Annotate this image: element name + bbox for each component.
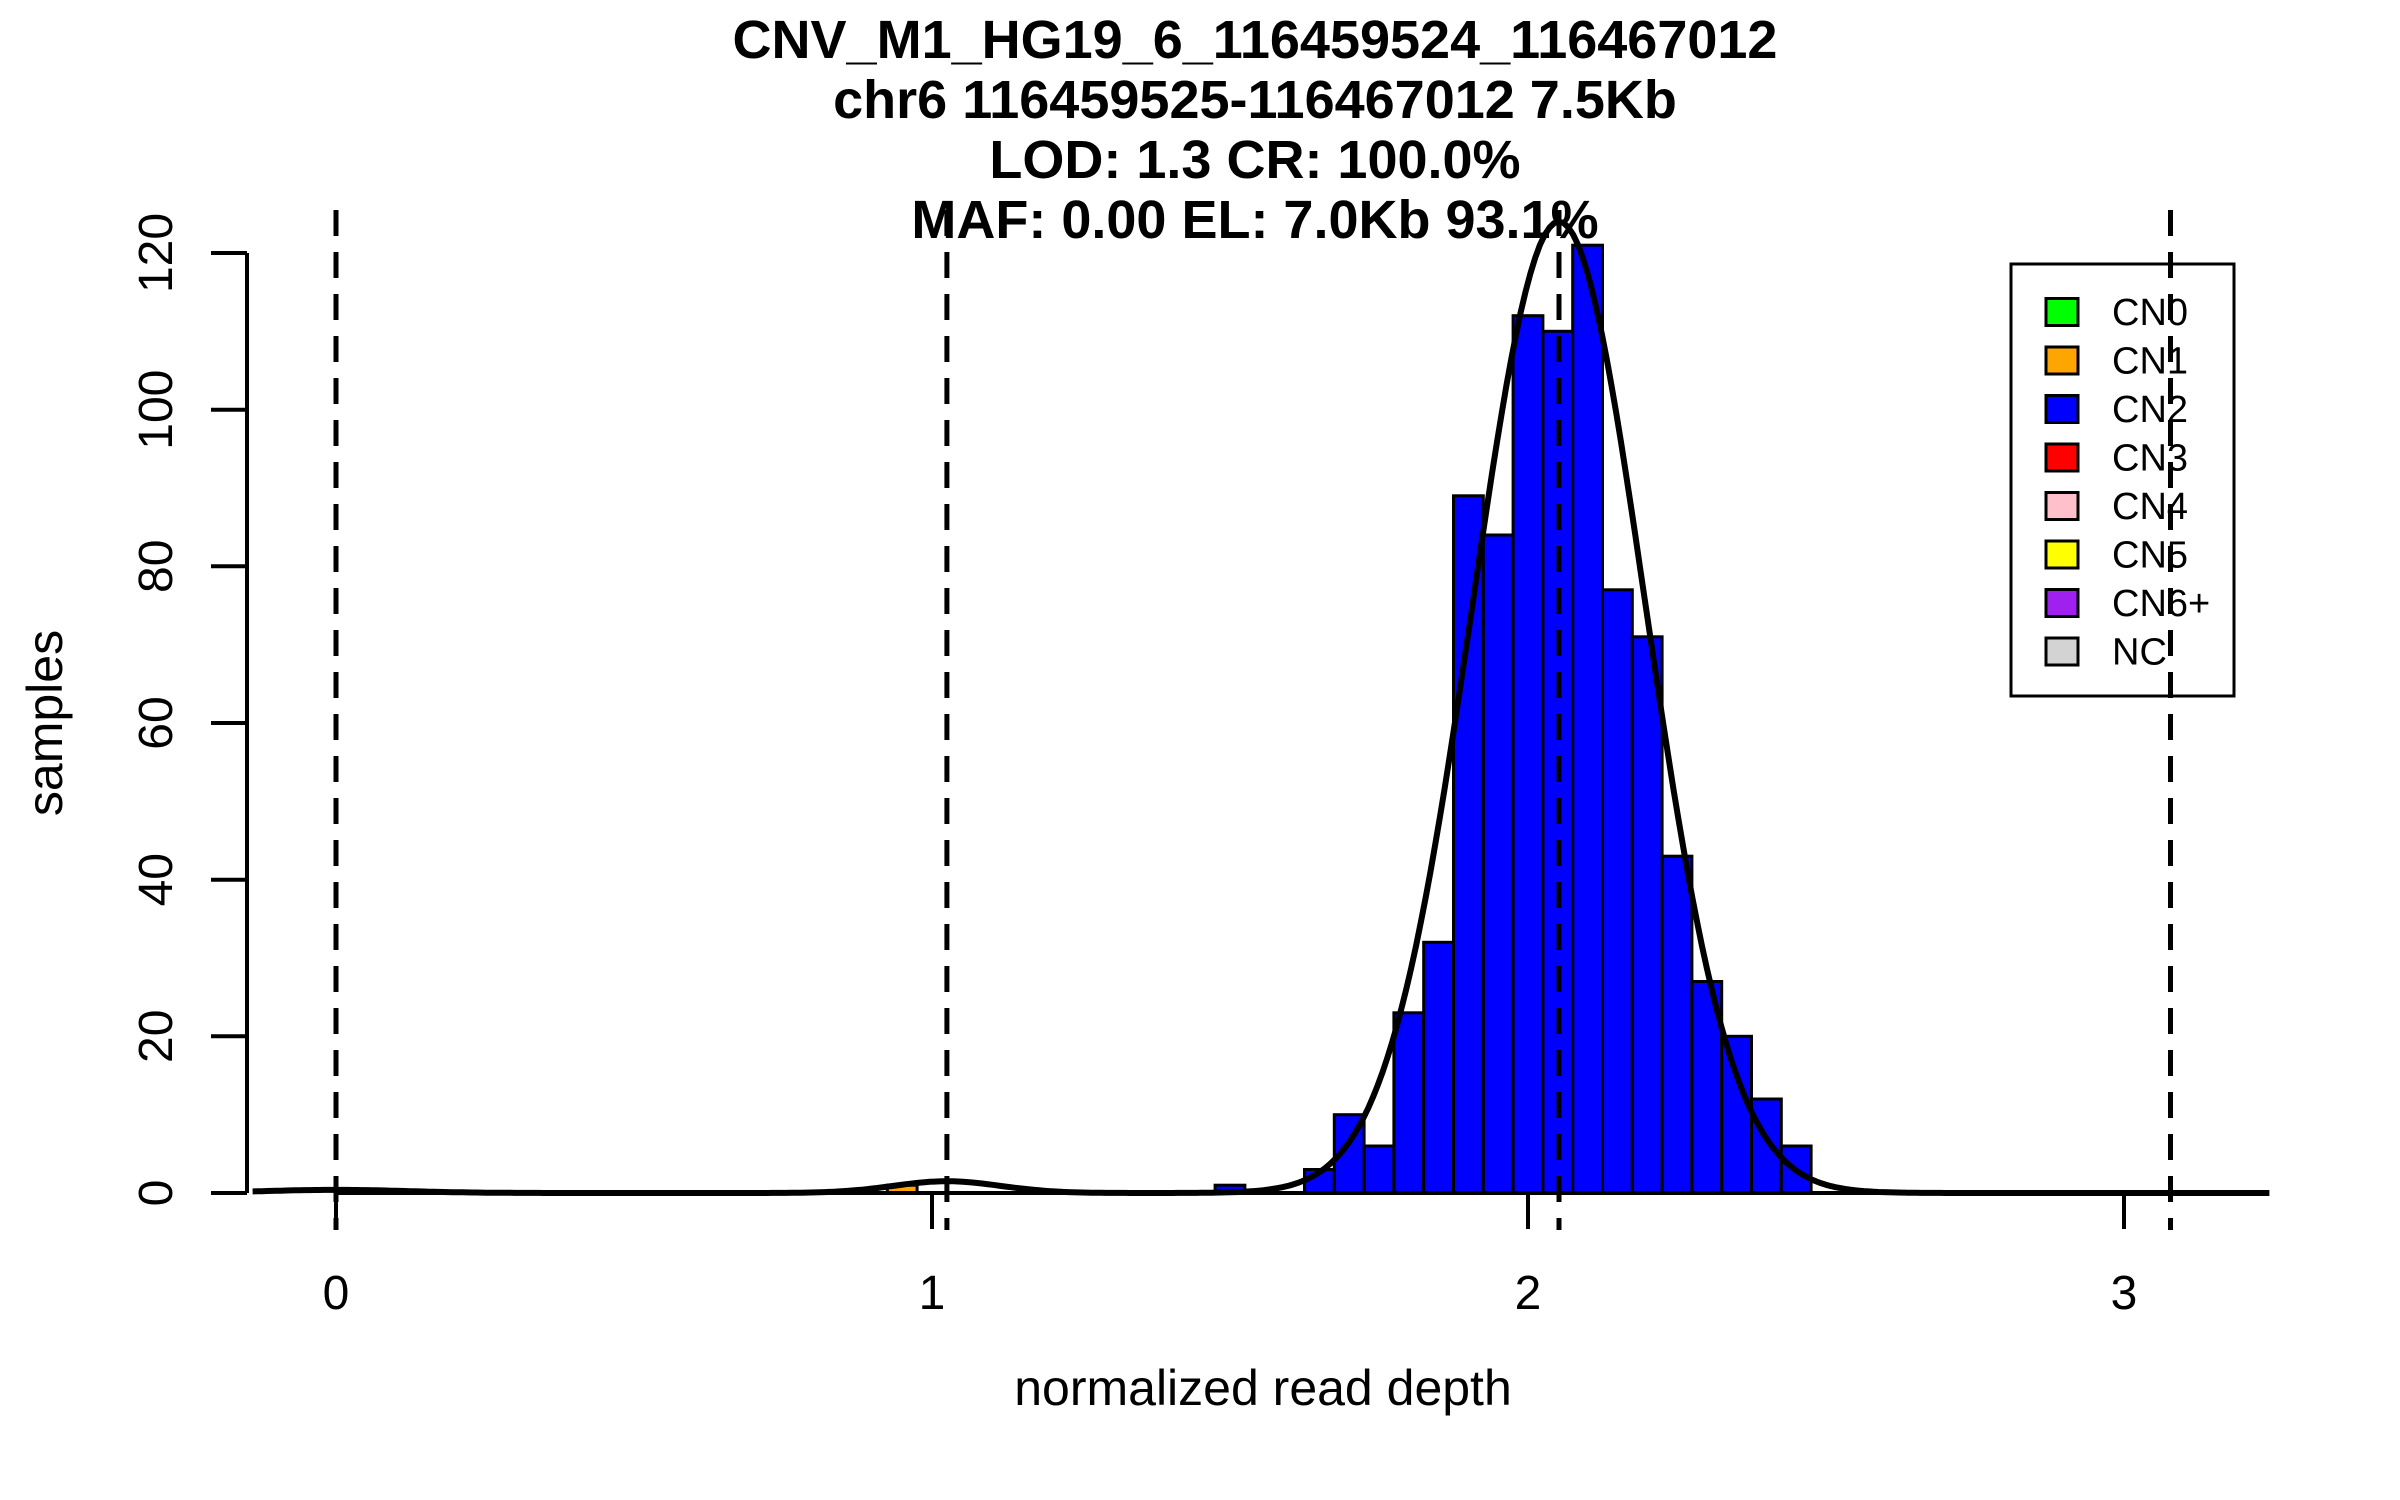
histogram-bar-CN2 <box>1720 1034 1753 1195</box>
histogram-bar-CN2 <box>1481 533 1515 1195</box>
y-tick-label: 80 <box>130 540 183 593</box>
legend-box <box>2009 262 2236 698</box>
y-tick-label: 100 <box>130 370 183 450</box>
title-line-2: chr6 116459525-116467012 7.5Kb <box>833 70 1677 130</box>
histogram-bar-CN2 <box>1511 314 1545 1195</box>
histogram-bar-CN2 <box>1601 588 1634 1195</box>
legend-item-CN0: CN0 <box>2044 292 2188 334</box>
chart-title-block: CNV_M1_HG19_6_116459524_116467012 chr6 1… <box>733 10 1778 250</box>
legend-swatch-CN2 <box>2044 394 2080 424</box>
histogram-bar-CN2 <box>1630 635 1664 1195</box>
legend-item-CN3: CN3 <box>2044 438 2188 480</box>
legend-swatch-CN5 <box>2044 539 2080 570</box>
histogram-bar-CN2 <box>1422 940 1455 1195</box>
histogram-bar-CN2 <box>1392 1011 1426 1195</box>
legend: CN0 CN1 CN2 CN3 CN4 CN5 CN6+ NC <box>2009 262 2236 698</box>
legend-label-CN6+: CN6+ <box>2112 583 2210 625</box>
plot-area: 0 20 40 60 80 100 120 0 1 2 3 CN0 CN1 CN2 CN3 CN4 CN5 CN6… <box>130 210 2270 1320</box>
x-tick-label: 2 <box>1515 1267 1542 1320</box>
y-tick-label: 120 <box>130 213 183 293</box>
histogram-bar-CN2 <box>1362 1144 1396 1195</box>
x-tick-label: 1 <box>919 1267 946 1320</box>
histogram-bar-CN2 <box>1571 243 1604 1195</box>
legend-item-CN4: CN4 <box>2044 486 2188 528</box>
x-axis-title: normalized read depth <box>1014 1360 1512 1416</box>
histogram-bar-CN2 <box>1690 980 1724 1195</box>
title-line-1: CNV_M1_HG19_6_116459524_116467012 <box>733 10 1778 70</box>
legend-item-NC: NC <box>2044 632 2167 674</box>
legend-item-CN6+: CN6+ <box>2044 583 2210 625</box>
histogram-bars <box>885 243 1813 1195</box>
legend-swatch-CN0 <box>2044 297 2080 327</box>
legend-label-CN1: CN1 <box>2112 341 2188 383</box>
legend-swatch-CN3 <box>2044 442 2080 473</box>
legend-swatch-CN4 <box>2044 491 2080 521</box>
histogram-bar-CN2 <box>1452 494 1485 1195</box>
gaussian-fit-curve <box>252 218 2270 1196</box>
y-tick-label: 40 <box>130 853 183 906</box>
cn-mean-dashed-lines <box>333 210 2173 1230</box>
legend-label-CN3: CN3 <box>2112 438 2188 480</box>
title-line-4: MAF: 0.00 EL: 7.0Kb 93.1% <box>911 190 1598 250</box>
legend-swatch-CN1 <box>2044 345 2080 376</box>
axes <box>211 251 2126 1229</box>
legend-item-CN1: CN1 <box>2044 341 2188 383</box>
histogram-bar-CN2 <box>1660 854 1694 1195</box>
legend-swatch-CN6+ <box>2044 588 2080 618</box>
y-tick-label: 20 <box>130 1010 183 1063</box>
legend-label-CN0: CN0 <box>2112 292 2188 334</box>
y-tick-label: 0 <box>130 1180 183 1207</box>
legend-item-CN2: CN2 <box>2044 389 2188 431</box>
legend-label-NC: NC <box>2112 632 2167 674</box>
legend-label-CN2: CN2 <box>2112 389 2188 431</box>
title-line-3: LOD: 1.3 CR: 100.0% <box>989 130 1520 190</box>
legend-label-CN4: CN4 <box>2112 486 2188 528</box>
y-axis-title: samples <box>17 630 73 816</box>
x-tick-label: 0 <box>323 1267 350 1320</box>
histogram-bar-CN2 <box>1750 1097 1783 1195</box>
x-tick-label: 3 <box>2111 1267 2138 1320</box>
legend-label-CN5: CN5 <box>2112 535 2188 577</box>
y-tick-label: 60 <box>130 696 183 749</box>
legend-swatch-NC <box>2044 636 2080 667</box>
legend-item-CN5: CN5 <box>2044 535 2188 577</box>
